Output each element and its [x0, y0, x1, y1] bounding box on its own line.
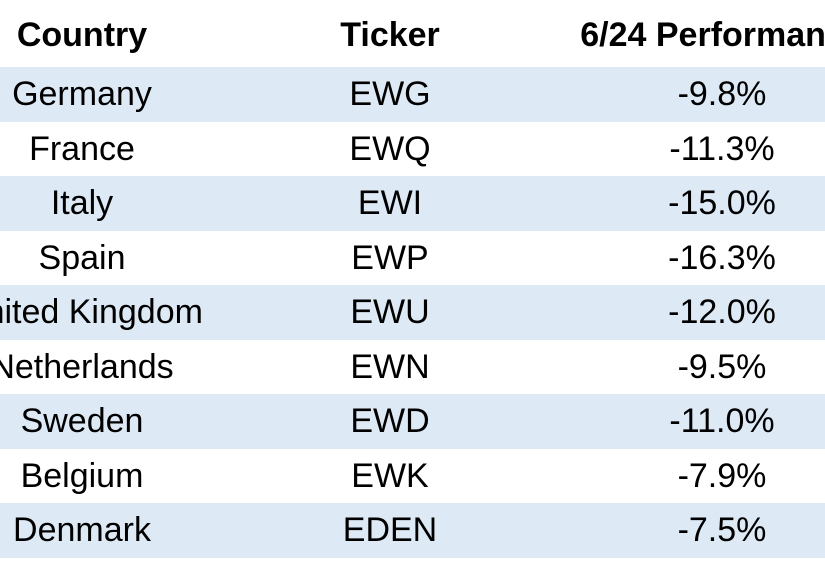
table-cell: EWN [350, 347, 430, 386]
table-cell: EWQ [349, 129, 431, 168]
table-row: Netherlands EWN -9.5% [0, 340, 825, 395]
header-cell: 6/24 Performance [580, 16, 825, 54]
table-cell: Netherlands [0, 347, 174, 386]
table-cell: EWI [357, 184, 423, 222]
table-cell: Spain [38, 238, 126, 277]
table-cell: EWU [350, 293, 430, 331]
table-row: France EWQ -11.3% [0, 122, 825, 177]
table-cell: -7.5% [677, 511, 767, 549]
table-cell: -9.8% [677, 75, 767, 113]
table-cell: EWK [351, 456, 429, 495]
table-cell: Italy [50, 184, 114, 222]
table-cell: -15.0% [668, 184, 776, 222]
table-row: Denmark EDEN -7.5% [0, 503, 825, 558]
table-cell: EWP [351, 238, 429, 277]
table-row: Spain EWP -16.3% [0, 231, 825, 286]
table-row: Belgium EWK -7.9% [0, 449, 825, 504]
table-cell: France [29, 129, 135, 168]
table-row: United Kingdom EWU -12.0% [0, 285, 825, 340]
table-cell: Belgium [20, 456, 144, 495]
table-cell: EDEN [342, 511, 438, 549]
table-cell: EWD [350, 402, 430, 440]
table-cell: United Kingdom [0, 293, 203, 331]
table-cell: -11.3% [669, 129, 775, 168]
table-cell: Germany [12, 75, 152, 113]
table-cell: -16.3% [668, 238, 776, 277]
table-cell: -7.9% [677, 456, 767, 495]
header-cell: Country [16, 16, 148, 54]
table-cell: -9.5% [677, 347, 767, 386]
table-cell: Denmark [13, 511, 151, 549]
table-row: Sweden EWD -11.0% [0, 394, 825, 449]
table-row: Italy EWI -15.0% [0, 176, 825, 231]
header-cell: Ticker [340, 16, 440, 54]
table-cell: Sweden [20, 402, 144, 440]
header-row: Country Ticker 6/24 Performance [0, 0, 825, 66]
table-cell: -12.0% [668, 293, 776, 331]
table-row: Germany EWG -9.8% [0, 67, 825, 122]
table-cell: -11.0% [669, 402, 775, 440]
table-cell: EWG [349, 75, 431, 113]
